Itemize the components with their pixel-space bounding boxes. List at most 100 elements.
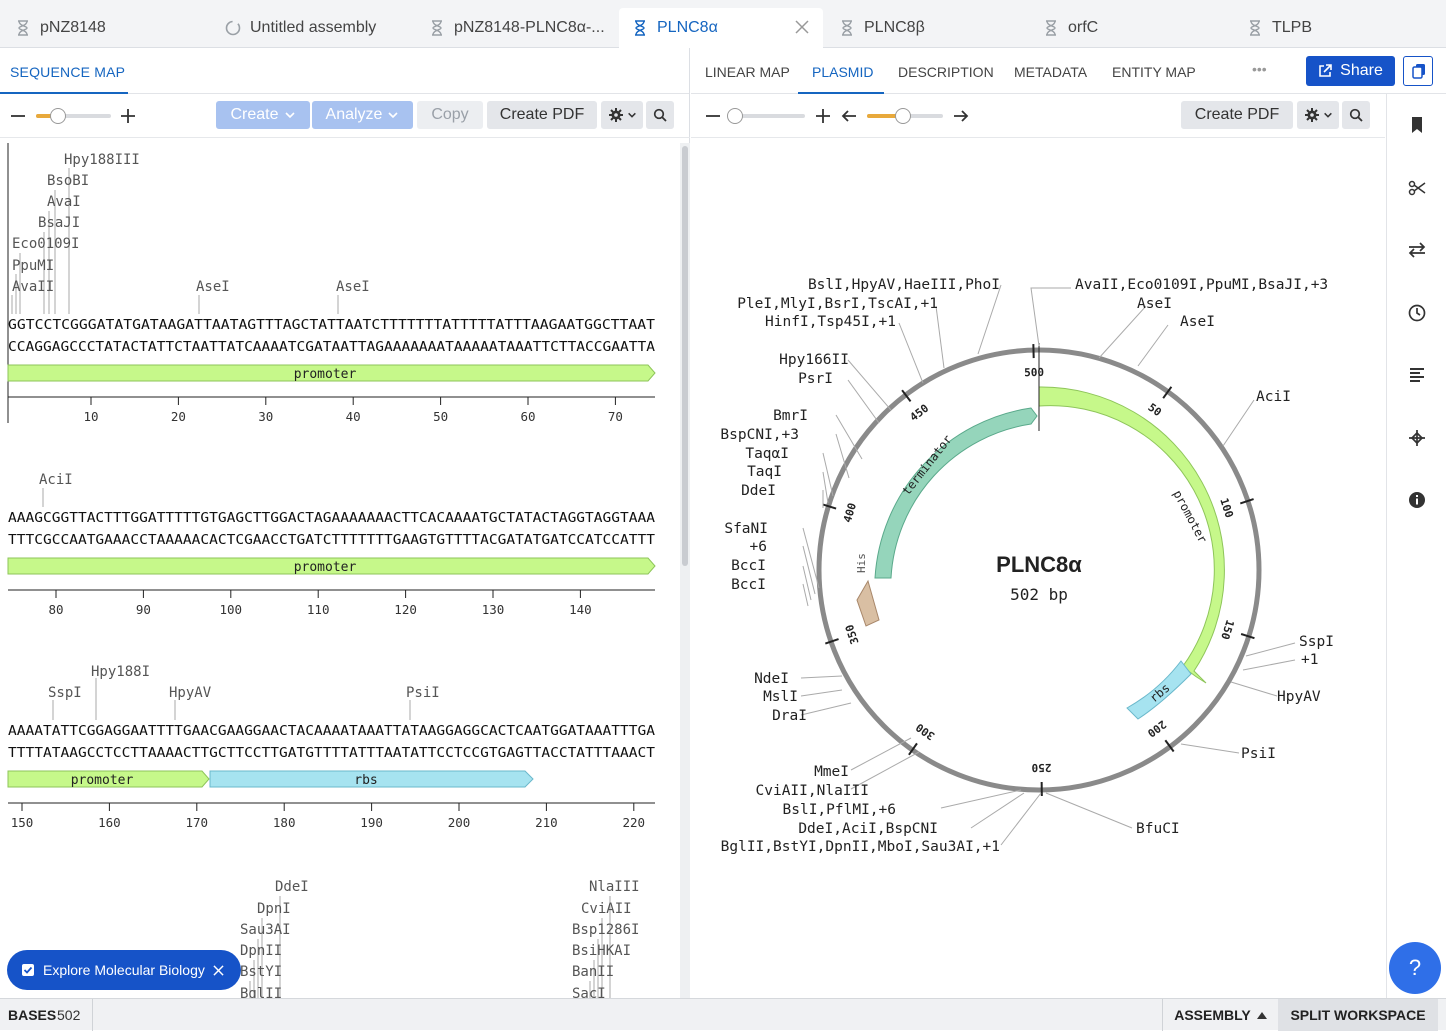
feature-promoter[interactable]: promoter <box>8 558 655 575</box>
enzyme-label[interactable]: AvaI <box>47 194 81 210</box>
restriction-site-label[interactable]: SspI <box>1299 634 1334 650</box>
enzyme-label[interactable]: Hpy188I <box>91 664 150 680</box>
enzyme-label[interactable]: AseI <box>196 279 230 295</box>
restriction-site-label[interactable]: NdeI <box>754 671 789 687</box>
feature-promoter[interactable]: promoter <box>8 771 209 788</box>
enzyme-label[interactable]: SacI <box>572 986 606 998</box>
restriction-site-label[interactable]: AvaII,Eco0109I,PpuMI,BsaJI,+3 <box>1075 277 1328 293</box>
enzyme-label[interactable]: Hpy188III <box>64 152 140 168</box>
tab-pnz8148-plnc8a[interactable]: pNZ8148-PLNC8α-... <box>428 8 613 48</box>
enzyme-label[interactable]: BsiHKAI <box>572 943 631 959</box>
enzyme-label[interactable]: DpnI <box>257 901 291 917</box>
enzyme-label[interactable]: DdeI <box>275 879 309 895</box>
feature-his[interactable] <box>857 581 879 626</box>
restriction-site-label[interactable]: TaqαI <box>745 446 789 462</box>
restriction-site-label[interactable]: AseI <box>1137 296 1172 312</box>
restriction-site-label[interactable]: PleI,MlyI,BsrI,TscAI,+1 <box>737 296 938 312</box>
restriction-site-label[interactable]: MmeI <box>814 764 849 780</box>
restriction-site-label[interactable]: PsrI <box>798 371 833 387</box>
reverse-strand[interactable]: TTTTATAAGCCTCCTTAAAACTTGCTTCCTTGATGTTTTA… <box>8 746 655 761</box>
forward-strand[interactable]: AAAGCGGTTACTTTGGATTTTTGTGAGCTTGGACTAGAAA… <box>8 511 655 526</box>
enzyme-label[interactable]: Bsp1286I <box>572 922 639 938</box>
analyze-dropdown[interactable]: Analyze <box>312 101 413 129</box>
restriction-site-label[interactable]: MslI <box>763 689 798 705</box>
restriction-site-label[interactable]: BmrI <box>773 408 808 424</box>
create-dropdown[interactable]: Create <box>216 101 310 129</box>
zoom-in-icon[interactable] <box>120 108 136 124</box>
enzyme-label[interactable]: PpuMI <box>12 258 54 274</box>
reverse-strand[interactable]: TTTCGCCAATGAAACCTAAAAACACTCGAACCTGATCTTT… <box>8 533 655 548</box>
restriction-site-label[interactable]: BspCNI,+3 <box>720 427 799 443</box>
enzyme-label[interactable]: BsaJI <box>38 215 80 231</box>
align-icon[interactable] <box>1407 365 1427 385</box>
restriction-site-label[interactable]: BfuCI <box>1136 821 1180 837</box>
zoom-slider[interactable] <box>36 114 111 118</box>
close-icon[interactable] <box>793 18 811 36</box>
enzyme-label[interactable]: BglII <box>240 986 282 998</box>
tab-untitled-assembly[interactable]: Untitled assembly <box>224 8 414 48</box>
copy-button[interactable]: Copy <box>417 101 483 129</box>
enzyme-label[interactable]: BanII <box>572 964 614 980</box>
restriction-site-label[interactable]: HpyAV <box>1277 689 1321 705</box>
enzyme-label[interactable]: NlaIII <box>589 879 640 895</box>
restriction-site-label[interactable]: Hpy166II <box>779 352 849 368</box>
history-icon[interactable] <box>1407 303 1427 323</box>
bookmark-icon[interactable] <box>1407 115 1427 135</box>
tab-pnz8148[interactable]: pNZ8148 <box>14 8 214 48</box>
settings-dropdown[interactable] <box>601 101 643 129</box>
reverse-strand[interactable]: CCAGGAGCCCTATACTATTCTAATTATCAAAATCGATAAT… <box>8 340 655 355</box>
enzyme-label[interactable]: DpnII <box>240 943 282 959</box>
tab-orfc[interactable]: orfC <box>1042 8 1222 48</box>
restriction-site-label[interactable]: BslI,PflMI,+6 <box>783 802 897 818</box>
enzyme-label[interactable]: AvaII <box>12 279 54 295</box>
restriction-site-label[interactable]: BslI,HpyAV,HaeIII,PhoI <box>808 277 1000 293</box>
swap-icon[interactable] <box>1407 240 1427 260</box>
target-icon[interactable] <box>1407 428 1427 448</box>
share-button[interactable]: Share <box>1306 56 1395 86</box>
forward-strand[interactable]: GGTCCTCGGGATATGATAAGATTAATAGTTTAGCTATTAA… <box>8 318 655 333</box>
restriction-site-label[interactable]: DdeI <box>741 483 776 499</box>
forward-strand[interactable]: AAAATATTCGGAGGAATTTTGAACGAAGGAACTACAAAAT… <box>8 724 655 739</box>
restriction-site-label[interactable]: PsiI <box>1241 746 1276 762</box>
restriction-site-label[interactable]: +6 <box>750 539 767 555</box>
restriction-site-label[interactable]: DdeI,AciI,BspCNI <box>798 821 938 837</box>
explore-banner[interactable]: Explore Molecular Biology <box>7 950 241 990</box>
sequence-view[interactable]: Hpy188III BsoBI AvaI BsaJI Eco0109I PpuM… <box>0 138 680 998</box>
scrollbar-thumb[interactable] <box>682 146 688 566</box>
tab-plnc8a[interactable]: PLNC8α <box>619 8 823 48</box>
enzyme-label[interactable]: CviAII <box>581 901 632 917</box>
enzyme-label[interactable]: BstYI <box>240 964 282 980</box>
restriction-site-label[interactable]: BccI <box>731 558 766 574</box>
feature-promoter[interactable]: promoter <box>8 365 655 382</box>
restriction-site-label[interactable]: CviAII,NlaIII <box>756 783 870 799</box>
enzyme-label[interactable]: Eco0109I <box>12 236 79 252</box>
split-workspace-button[interactable]: SPLIT WORKSPACE <box>1278 999 1438 1031</box>
enzyme-label[interactable]: BsoBI <box>47 173 89 189</box>
enzyme-label[interactable]: Sau3AI <box>240 922 291 938</box>
close-icon[interactable] <box>213 965 224 976</box>
enzyme-label[interactable]: SspI <box>48 685 82 701</box>
help-button[interactable]: ? <box>1389 942 1441 994</box>
enzyme-label[interactable]: AciI <box>39 472 73 488</box>
info-icon[interactable] <box>1407 490 1427 510</box>
restriction-site-label[interactable]: HinfI,Tsp45I,+1 <box>765 314 896 330</box>
zoom-slider-handle[interactable] <box>50 108 66 124</box>
enzyme-label[interactable]: HpyAV <box>169 685 212 701</box>
search-button[interactable] <box>646 101 674 129</box>
tab-plnc8b[interactable]: PLNC8β <box>838 8 1018 48</box>
enzyme-label[interactable]: PsiI <box>406 685 440 701</box>
tab-tlpb[interactable]: TLPB <box>1246 8 1426 48</box>
restriction-site-label[interactable]: AciI <box>1256 389 1291 405</box>
restriction-site-label[interactable]: SfaNI <box>724 521 768 537</box>
enzyme-label[interactable]: AseI <box>336 279 370 295</box>
restriction-site-label[interactable]: AseI <box>1180 314 1215 330</box>
copy-link-button[interactable] <box>1403 56 1433 86</box>
restriction-site-label[interactable]: TaqI <box>747 464 782 480</box>
restriction-site-label[interactable]: DraI <box>772 708 807 724</box>
feature-rbs[interactable]: rbs <box>210 771 533 788</box>
restriction-site-label[interactable]: BccI <box>731 577 766 593</box>
assembly-toggle[interactable]: ASSEMBLY <box>1162 999 1278 1031</box>
restriction-site-label[interactable]: +1 <box>1301 652 1318 668</box>
tab-sequence-map[interactable]: SEQUENCE MAP <box>10 64 125 80</box>
